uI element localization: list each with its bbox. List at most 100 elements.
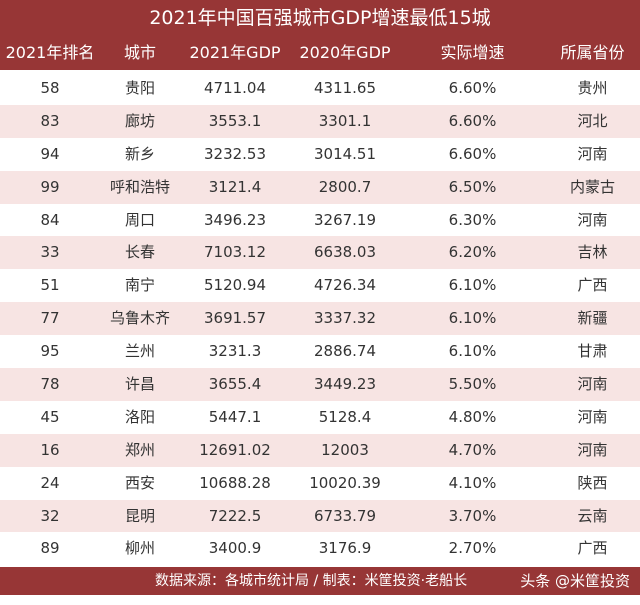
cell-province: 河南: [577, 375, 608, 394]
table-header: 2021年排名 城市 2021年GDP 2020年GDP 实际增速 所属省份: [0, 36, 640, 70]
cell-growth: 4.70%: [448, 440, 497, 459]
cell-growth: 6.60%: [448, 111, 497, 130]
cell-gdp-2021: 5120.94: [203, 276, 267, 295]
cell-rank: 51: [40, 276, 60, 295]
cell-growth: 6.10%: [448, 342, 497, 361]
cell-city: 周口: [124, 210, 155, 229]
cell-city: 洛阳: [124, 407, 155, 426]
table-row: 16 郑州 12691.02 12003 4.70% 河南: [0, 433, 640, 467]
cell-province: 河南: [577, 440, 608, 459]
cell-city: 新乡: [124, 144, 155, 163]
cell-gdp-2020: 4311.65: [313, 79, 377, 97]
table-row: 45 洛阳 5447.1 5128.4 4.80% 河南: [0, 401, 640, 434]
table-row: 33 长春 7103.12 6638.03 6.20% 吉林: [0, 236, 640, 270]
cell-gdp-2020: 4726.34: [313, 276, 377, 295]
cell-province: 吉林: [577, 243, 608, 262]
cell-rank: 33: [40, 243, 60, 262]
column-header: 实际增速: [440, 43, 505, 62]
cell-rank: 32: [40, 506, 60, 525]
cell-growth: 6.50%: [448, 177, 497, 196]
cell-gdp-2021: 3496.23: [203, 210, 267, 229]
table-footer: 数据来源：各城市统计局 / 制表：米筐投资·老船长 头条 @米筐投资: [0, 567, 640, 595]
table-row: 58 贵阳 4711.04 4311.65 6.60% 贵州: [0, 72, 640, 105]
cell-growth: 6.20%: [448, 243, 497, 262]
table-row: 24 西安 10688.28 10020.39 4.10% 陕西: [0, 467, 640, 500]
source-note: 数据来源：各城市统计局 / 制表：米筐投资·老船长: [155, 573, 468, 589]
table-row: 89 柳州 3400.9 3176.9 2.70% 广西: [0, 532, 640, 565]
table-row: 32 昆明 7222.5 6733.79 3.70% 云南: [0, 499, 640, 533]
cell-city: 贵阳: [124, 79, 155, 97]
cell-rank: 84: [40, 210, 60, 229]
cell-province: 广西: [577, 276, 608, 295]
cell-growth: 6.10%: [448, 276, 497, 295]
cell-gdp-2020: 6638.03: [313, 243, 377, 262]
cell-city: 南宁: [124, 276, 155, 295]
cell-city: 许昌: [124, 375, 155, 394]
table-row: 51 南宁 5120.94 4726.34 6.10% 广西: [0, 269, 640, 302]
cell-growth: 5.50%: [448, 375, 497, 394]
table-row: 99 呼和浩特 3121.4 2800.7 6.50% 内蒙古: [0, 170, 640, 204]
column-header: 所属省份: [560, 43, 625, 62]
cell-province: 河南: [577, 210, 608, 229]
cell-gdp-2021: 3553.1: [208, 111, 262, 130]
cell-growth: 6.30%: [448, 210, 497, 229]
cell-rank: 24: [40, 473, 60, 492]
cell-city: 柳州: [124, 539, 155, 558]
cell-city: 呼和浩特: [109, 177, 170, 196]
cell-rank: 78: [40, 375, 60, 394]
cell-growth: 4.10%: [448, 473, 497, 492]
cell-growth: 4.80%: [448, 407, 497, 426]
column-header: 2021年GDP: [189, 43, 281, 62]
cell-city: 西安: [124, 473, 155, 492]
table-row: 83 廊坊 3553.1 3301.1 6.60% 河北: [0, 104, 640, 138]
cell-growth: 3.70%: [448, 506, 497, 525]
watermark: 头条 @米筐投资: [520, 572, 630, 590]
cell-province: 广西: [577, 539, 608, 558]
table-row: 95 兰州 3231.3 2886.74 6.10% 甘肃: [0, 335, 640, 368]
column-header: 城市: [123, 43, 156, 62]
table-body: 58 贵阳 4711.04 4311.65 6.60% 贵州 83 廊坊 3553.1 3301.…: [0, 72, 640, 565]
cell-gdp-2021: 3655.4: [208, 375, 262, 394]
cell-rank: 16: [40, 440, 60, 459]
cell-gdp-2021: 7103.12: [203, 243, 267, 262]
cell-rank: 45: [40, 407, 60, 426]
cell-growth: 6.60%: [448, 144, 497, 163]
cell-gdp-2021: 7222.5: [208, 506, 262, 525]
cell-province: 贵州: [577, 79, 608, 97]
cell-rank: 83: [40, 111, 60, 130]
cell-growth: 6.60%: [448, 79, 497, 97]
cell-gdp-2020: 3337.32: [313, 309, 377, 328]
table-row: 84 周口 3496.23 3267.19 6.30% 河南: [0, 204, 640, 237]
cell-gdp-2020: 3301.1: [318, 111, 372, 130]
cell-city: 兰州: [124, 342, 155, 361]
cell-gdp-2021: 12691.02: [199, 440, 271, 459]
cell-gdp-2021: 4711.04: [203, 79, 267, 97]
cell-province: 河南: [577, 407, 608, 426]
cell-gdp-2021: 3400.9: [208, 539, 262, 558]
cell-gdp-2020: 3176.9: [318, 539, 372, 558]
cell-city: 郑州: [124, 440, 155, 459]
cell-rank: 99: [40, 177, 60, 196]
cell-province: 陕西: [577, 473, 608, 492]
cell-gdp-2020: 6733.79: [313, 506, 377, 525]
table-row: 77 乌鲁木齐 3691.57 3337.32 6.10% 新疆: [0, 302, 640, 336]
cell-growth: 2.70%: [448, 539, 497, 558]
cell-gdp-2020: 2886.74: [313, 342, 377, 361]
cell-gdp-2021: 3231.3: [208, 342, 262, 361]
cell-city: 廊坊: [124, 111, 155, 130]
cell-province: 新疆: [577, 309, 608, 328]
table-row: 78 许昌 3655.4 3449.23 5.50% 河南: [0, 368, 640, 401]
cell-gdp-2021: 3232.53: [203, 144, 267, 163]
cell-gdp-2020: 2800.7: [318, 177, 372, 196]
cell-gdp-2020: 3267.19: [313, 210, 377, 229]
cell-province: 内蒙古: [569, 177, 615, 196]
cell-city: 昆明: [124, 506, 155, 525]
cell-rank: 89: [40, 539, 60, 558]
cell-gdp-2021: 3691.57: [203, 309, 267, 328]
cell-gdp-2020: 12003: [321, 440, 369, 459]
cell-gdp-2020: 10020.39: [309, 473, 381, 492]
cell-rank: 77: [40, 309, 60, 328]
cell-growth: 6.10%: [448, 309, 497, 328]
column-header: 2020年GDP: [299, 43, 391, 62]
